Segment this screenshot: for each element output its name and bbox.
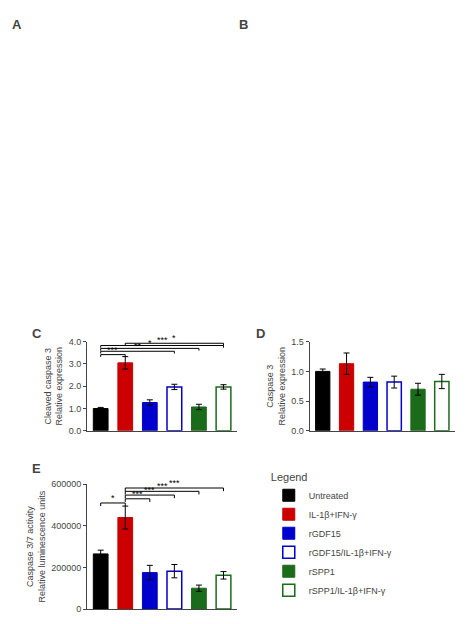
svg-text:E: E (32, 461, 41, 476)
svg-text:**: ** (134, 341, 142, 351)
svg-text:3.0: 3.0 (69, 359, 82, 369)
svg-text:***: *** (132, 489, 143, 499)
svg-text:***: *** (157, 481, 168, 491)
svg-text:C: C (32, 326, 42, 341)
svg-text:***: *** (157, 335, 168, 345)
svg-text:B: B (239, 17, 248, 32)
svg-text:***: *** (169, 478, 180, 488)
svg-text:200000: 200000 (51, 563, 81, 573)
svg-text:rGDF15: rGDF15 (309, 529, 341, 539)
svg-text:2.0: 2.0 (69, 381, 82, 391)
svg-text:Caspase 3/7 activityRelative l: Caspase 3/7 activityRelative luminescenc… (25, 490, 47, 602)
svg-text:Untreated: Untreated (309, 491, 349, 501)
svg-text:Cleaved caspase 3Relative expr: Cleaved caspase 3Relative expression (43, 347, 65, 426)
svg-text:400000: 400000 (51, 521, 81, 531)
svg-text:A: A (12, 17, 22, 32)
svg-text:*: * (148, 338, 152, 348)
svg-text:0.5: 0.5 (291, 396, 304, 406)
svg-text:IL-1β+IFN-γ: IL-1β+IFN-γ (309, 510, 357, 520)
svg-text:0: 0 (76, 604, 81, 614)
svg-text:1.0: 1.0 (69, 404, 82, 414)
svg-text:1.0: 1.0 (291, 367, 304, 377)
svg-text:Legend: Legend (271, 471, 308, 483)
svg-text:***: *** (107, 345, 118, 355)
svg-text:0.0: 0.0 (69, 426, 82, 436)
svg-text:*: * (111, 493, 115, 503)
svg-text:Caspase 3Relative expression: Caspase 3Relative expression (265, 347, 287, 426)
svg-text:rGDF15/IL-1β+IFN-γ: rGDF15/IL-1β+IFN-γ (309, 548, 392, 558)
svg-text:***: *** (144, 485, 155, 495)
svg-text:4.0: 4.0 (69, 337, 82, 347)
svg-text:D: D (256, 326, 265, 341)
svg-text:1.5: 1.5 (291, 337, 304, 347)
svg-text:rSPP1/IL-1β+IFN-γ: rSPP1/IL-1β+IFN-γ (309, 586, 386, 596)
svg-text:600000: 600000 (51, 479, 81, 489)
svg-text:*: * (172, 333, 176, 343)
svg-text:rSPP1: rSPP1 (309, 567, 335, 577)
svg-text:0.0: 0.0 (291, 426, 304, 436)
